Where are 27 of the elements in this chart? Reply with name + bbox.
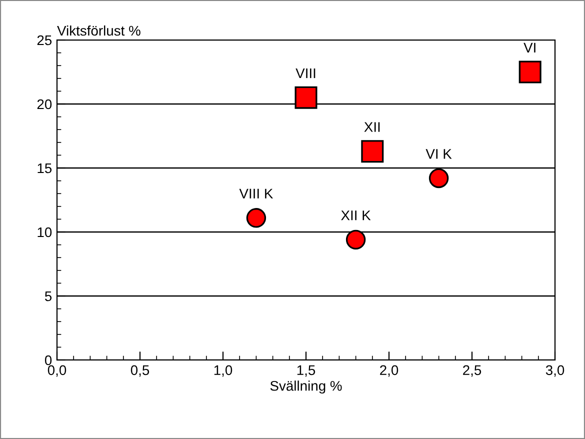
- x-tick-label: 3,0: [546, 365, 564, 377]
- x-axis-title: Svällning %: [270, 380, 342, 394]
- y-axis-title: Viktsförlust %: [57, 25, 140, 36]
- y-tick-label: 0: [44, 355, 52, 366]
- point: [346, 230, 366, 250]
- annotation: VI K: [426, 149, 452, 159]
- x-tick-label: 1,5: [297, 365, 316, 377]
- y-tick-label: 20: [37, 99, 52, 110]
- y-tick-label: 15: [38, 163, 52, 174]
- x-tick-label: 2,0: [380, 365, 398, 377]
- x-tick-label: 1,0: [214, 365, 232, 377]
- y-tick-label: 25: [37, 35, 52, 46]
- point: [294, 86, 318, 109]
- annotation: VI: [524, 42, 536, 52]
- x-tick-label: 2,5: [463, 365, 482, 377]
- y-tick-label: 10: [38, 227, 52, 238]
- x-tick-label: 0,5: [130, 365, 150, 377]
- point: [246, 208, 266, 228]
- point: [518, 60, 542, 84]
- point: [428, 168, 449, 188]
- annotation: XII K: [341, 210, 371, 220]
- point: [361, 140, 384, 163]
- annotation: VIII: [296, 68, 316, 78]
- annotation: VIII K: [239, 188, 274, 198]
- y-tick-label: 5: [44, 291, 52, 302]
- annotation: XII: [364, 122, 380, 132]
- x-tick-label: 0,0: [48, 365, 66, 377]
